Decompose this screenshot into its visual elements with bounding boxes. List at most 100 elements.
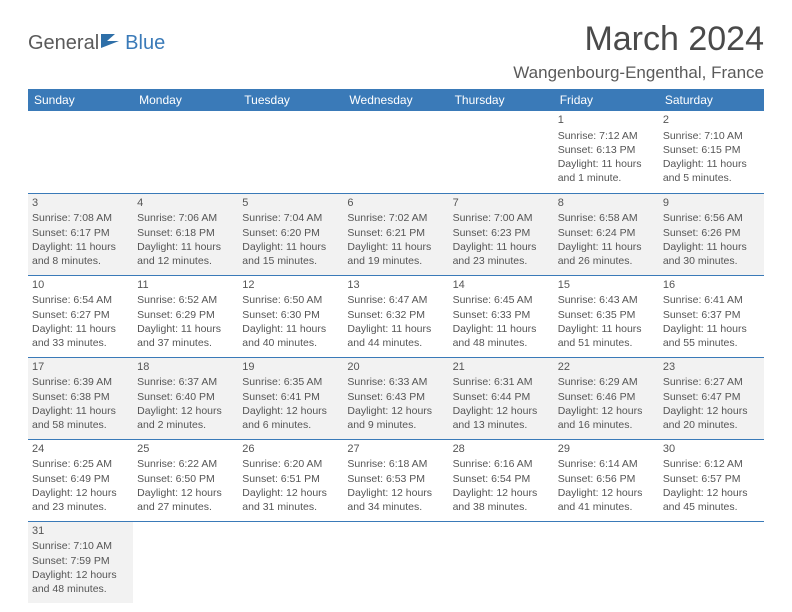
day-number: 12	[242, 278, 339, 293]
sunset-text: Sunset: 6:41 PM	[242, 390, 339, 404]
sunrise-text: Sunrise: 7:10 AM	[663, 129, 760, 143]
calendar-cell: 27Sunrise: 6:18 AMSunset: 6:53 PMDayligh…	[343, 439, 448, 521]
daylight-text: and 15 minutes.	[242, 254, 339, 268]
daylight-text: Daylight: 11 hours	[137, 240, 234, 254]
weekday-header: Tuesday	[238, 89, 343, 111]
daylight-text: Daylight: 11 hours	[242, 240, 339, 254]
sunrise-text: Sunrise: 6:31 AM	[453, 375, 550, 389]
sunset-text: Sunset: 6:53 PM	[347, 472, 444, 486]
calendar-cell: 4Sunrise: 7:06 AMSunset: 6:18 PMDaylight…	[133, 193, 238, 275]
calendar-row: 31Sunrise: 7:10 AMSunset: 7:59 PMDayligh…	[28, 521, 764, 603]
daylight-text: Daylight: 12 hours	[663, 404, 760, 418]
day-number: 16	[663, 278, 760, 293]
daylight-text: Daylight: 11 hours	[347, 240, 444, 254]
calendar-cell: 9Sunrise: 6:56 AMSunset: 6:26 PMDaylight…	[659, 193, 764, 275]
daylight-text: and 27 minutes.	[137, 500, 234, 514]
sunset-text: Sunset: 6:21 PM	[347, 226, 444, 240]
sunset-text: Sunset: 6:40 PM	[137, 390, 234, 404]
weekday-header: Saturday	[659, 89, 764, 111]
daylight-text: Daylight: 12 hours	[453, 486, 550, 500]
calendar-cell: 16Sunrise: 6:41 AMSunset: 6:37 PMDayligh…	[659, 275, 764, 357]
daylight-text: Daylight: 11 hours	[663, 240, 760, 254]
calendar-cell: 5Sunrise: 7:04 AMSunset: 6:20 PMDaylight…	[238, 193, 343, 275]
day-number: 19	[242, 360, 339, 375]
daylight-text: Daylight: 11 hours	[558, 157, 655, 171]
daylight-text: Daylight: 12 hours	[453, 404, 550, 418]
day-number: 7	[453, 196, 550, 211]
sunset-text: Sunset: 6:26 PM	[663, 226, 760, 240]
daylight-text: Daylight: 12 hours	[32, 486, 129, 500]
location: Wangenbourg-Engenthal, France	[513, 63, 764, 83]
sunrise-text: Sunrise: 6:47 AM	[347, 293, 444, 307]
calendar-cell: 15Sunrise: 6:43 AMSunset: 6:35 PMDayligh…	[554, 275, 659, 357]
sunset-text: Sunset: 6:54 PM	[453, 472, 550, 486]
day-number: 8	[558, 196, 655, 211]
logo-text-blue: Blue	[125, 32, 165, 55]
calendar-cell: 2Sunrise: 7:10 AMSunset: 6:15 PMDaylight…	[659, 111, 764, 193]
weekday-header: Sunday	[28, 89, 133, 111]
daylight-text: and 41 minutes.	[558, 500, 655, 514]
logo: General Blue	[28, 20, 165, 55]
daylight-text: and 38 minutes.	[453, 500, 550, 514]
sunset-text: Sunset: 6:20 PM	[242, 226, 339, 240]
calendar-cell: 7Sunrise: 7:00 AMSunset: 6:23 PMDaylight…	[449, 193, 554, 275]
sunset-text: Sunset: 6:13 PM	[558, 143, 655, 157]
calendar-row: 3Sunrise: 7:08 AMSunset: 6:17 PMDaylight…	[28, 193, 764, 275]
day-number: 23	[663, 360, 760, 375]
day-number: 21	[453, 360, 550, 375]
day-number: 6	[347, 196, 444, 211]
daylight-text: Daylight: 11 hours	[32, 240, 129, 254]
daylight-text: and 23 minutes.	[453, 254, 550, 268]
daylight-text: and 1 minute.	[558, 171, 655, 185]
day-number: 13	[347, 278, 444, 293]
daylight-text: and 33 minutes.	[32, 336, 129, 350]
weekday-header: Wednesday	[343, 89, 448, 111]
sunset-text: Sunset: 6:30 PM	[242, 308, 339, 322]
sunrise-text: Sunrise: 7:06 AM	[137, 211, 234, 225]
sunset-text: Sunset: 6:46 PM	[558, 390, 655, 404]
day-number: 30	[663, 442, 760, 457]
month-title: March 2024	[513, 20, 764, 59]
calendar-cell: 19Sunrise: 6:35 AMSunset: 6:41 PMDayligh…	[238, 357, 343, 439]
daylight-text: and 8 minutes.	[32, 254, 129, 268]
calendar-cell	[343, 111, 448, 193]
day-number: 28	[453, 442, 550, 457]
daylight-text: and 31 minutes.	[242, 500, 339, 514]
daylight-text: Daylight: 11 hours	[663, 322, 760, 336]
sunrise-text: Sunrise: 7:00 AM	[453, 211, 550, 225]
calendar-cell: 11Sunrise: 6:52 AMSunset: 6:29 PMDayligh…	[133, 275, 238, 357]
sunset-text: Sunset: 6:51 PM	[242, 472, 339, 486]
calendar-row: 24Sunrise: 6:25 AMSunset: 6:49 PMDayligh…	[28, 439, 764, 521]
day-number: 4	[137, 196, 234, 211]
calendar-cell: 28Sunrise: 6:16 AMSunset: 6:54 PMDayligh…	[449, 439, 554, 521]
day-number: 14	[453, 278, 550, 293]
calendar-cell	[133, 521, 238, 603]
daylight-text: Daylight: 12 hours	[32, 568, 129, 582]
daylight-text: and 58 minutes.	[32, 418, 129, 432]
daylight-text: Daylight: 11 hours	[453, 240, 550, 254]
day-number: 2	[663, 113, 760, 128]
daylight-text: and 20 minutes.	[663, 418, 760, 432]
calendar-cell: 22Sunrise: 6:29 AMSunset: 6:46 PMDayligh…	[554, 357, 659, 439]
sunrise-text: Sunrise: 6:12 AM	[663, 457, 760, 471]
daylight-text: and 44 minutes.	[347, 336, 444, 350]
day-number: 25	[137, 442, 234, 457]
calendar-row: 10Sunrise: 6:54 AMSunset: 6:27 PMDayligh…	[28, 275, 764, 357]
sunrise-text: Sunrise: 7:02 AM	[347, 211, 444, 225]
daylight-text: Daylight: 11 hours	[32, 404, 129, 418]
day-number: 26	[242, 442, 339, 457]
daylight-text: Daylight: 11 hours	[453, 322, 550, 336]
sunrise-text: Sunrise: 6:35 AM	[242, 375, 339, 389]
calendar-cell: 13Sunrise: 6:47 AMSunset: 6:32 PMDayligh…	[343, 275, 448, 357]
daylight-text: Daylight: 12 hours	[242, 486, 339, 500]
daylight-text: Daylight: 11 hours	[32, 322, 129, 336]
daylight-text: Daylight: 12 hours	[242, 404, 339, 418]
calendar-cell: 14Sunrise: 6:45 AMSunset: 6:33 PMDayligh…	[449, 275, 554, 357]
sunrise-text: Sunrise: 6:22 AM	[137, 457, 234, 471]
sunrise-text: Sunrise: 6:29 AM	[558, 375, 655, 389]
calendar-cell	[449, 111, 554, 193]
sunrise-text: Sunrise: 6:20 AM	[242, 457, 339, 471]
calendar-cell: 1Sunrise: 7:12 AMSunset: 6:13 PMDaylight…	[554, 111, 659, 193]
sunset-text: Sunset: 6:23 PM	[453, 226, 550, 240]
daylight-text: Daylight: 12 hours	[558, 404, 655, 418]
